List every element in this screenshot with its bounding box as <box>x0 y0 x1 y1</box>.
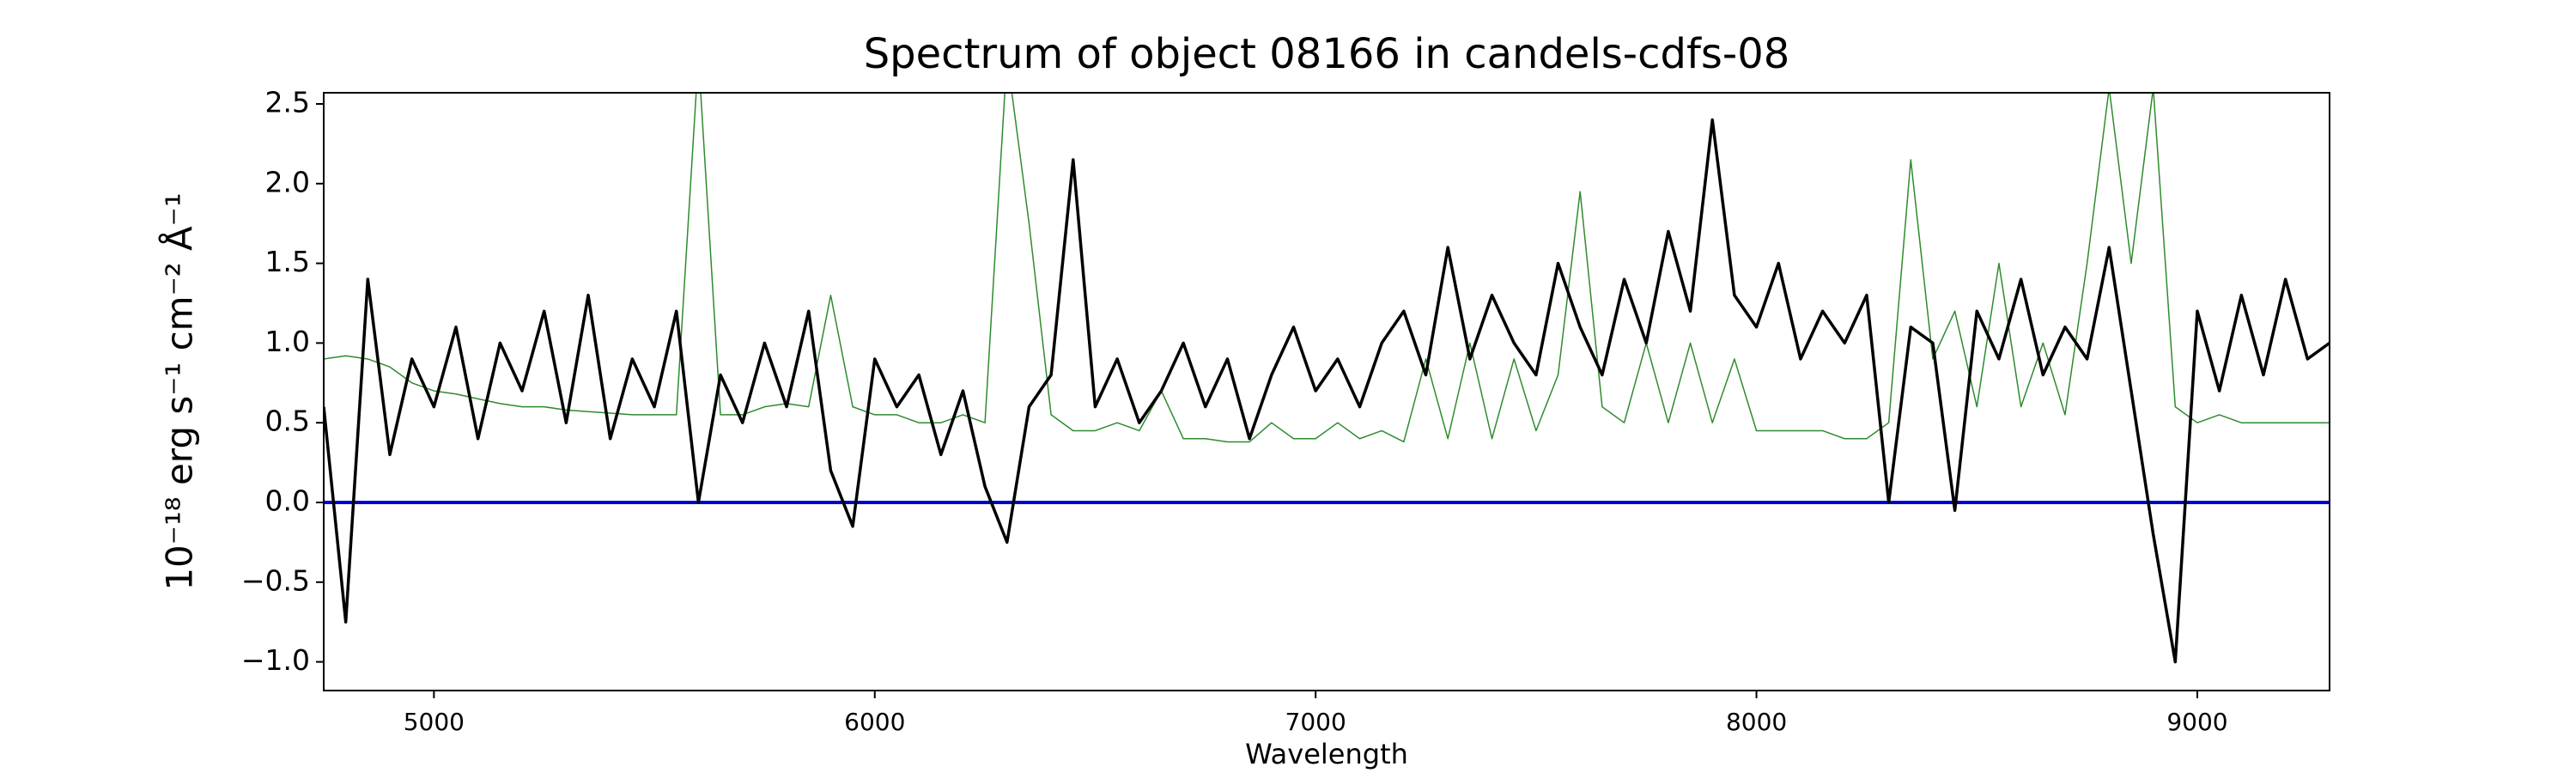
y-tick-label: 1.0 <box>265 325 310 358</box>
y-tick-label: 1.5 <box>265 245 310 278</box>
y-axis-label: 10⁻¹⁸ erg s⁻¹ cm⁻² Å⁻¹ <box>158 192 201 590</box>
x-tick-label: 6000 <box>844 708 905 736</box>
x-tick-label: 8000 <box>1726 708 1787 736</box>
y-tick-label: 0.5 <box>265 405 310 438</box>
y-tick-label: 2.5 <box>265 85 310 119</box>
x-axis-label: Wavelength <box>1245 738 1408 770</box>
x-tick-label: 9000 <box>2166 708 2227 736</box>
spectrum-line <box>324 118 2330 664</box>
plot-frame <box>323 92 2330 691</box>
x-tick-label: 7000 <box>1285 708 1346 736</box>
spectrum-line <box>324 93 2330 443</box>
y-tick-label: 2.0 <box>265 165 310 198</box>
y-tick-label: −1.0 <box>241 643 310 677</box>
y-tick-label: −0.5 <box>241 563 310 597</box>
chart-title: Spectrum of object 08166 in candels-cdfs… <box>864 30 1790 78</box>
x-tick-label: 5000 <box>404 708 465 736</box>
y-tick-label: 0.0 <box>265 484 310 517</box>
